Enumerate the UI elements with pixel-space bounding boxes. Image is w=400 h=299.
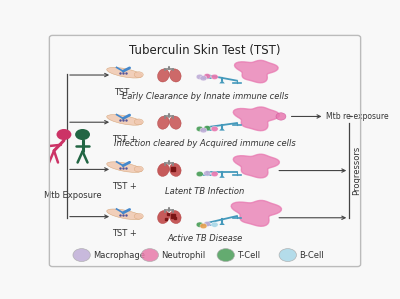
Ellipse shape: [107, 209, 142, 219]
Circle shape: [200, 223, 207, 229]
Circle shape: [217, 248, 234, 262]
Ellipse shape: [170, 163, 181, 176]
Polygon shape: [219, 80, 225, 83]
Circle shape: [196, 126, 203, 132]
Circle shape: [73, 248, 90, 262]
Text: TST -: TST -: [114, 88, 135, 97]
Ellipse shape: [134, 213, 143, 219]
Circle shape: [204, 221, 211, 227]
Ellipse shape: [158, 210, 169, 224]
Ellipse shape: [158, 116, 169, 129]
Polygon shape: [231, 200, 282, 226]
Circle shape: [56, 129, 71, 140]
Text: Active TB Disease: Active TB Disease: [167, 234, 243, 243]
Text: Progressors: Progressors: [352, 146, 361, 195]
Circle shape: [276, 113, 286, 120]
Text: TST +: TST +: [112, 135, 137, 144]
Ellipse shape: [107, 115, 142, 125]
Polygon shape: [233, 154, 279, 178]
Circle shape: [196, 171, 203, 177]
Ellipse shape: [170, 210, 181, 224]
Ellipse shape: [134, 119, 143, 125]
Text: Latent TB Infection: Latent TB Infection: [165, 187, 245, 196]
Text: TST +: TST +: [112, 229, 137, 238]
Ellipse shape: [107, 67, 142, 78]
Circle shape: [196, 74, 203, 80]
Text: B-Cell: B-Cell: [299, 251, 324, 260]
Circle shape: [75, 129, 90, 140]
Text: Infection cleared by Acquired immune cells: Infection cleared by Acquired immune cel…: [114, 139, 296, 149]
Circle shape: [200, 76, 207, 81]
Circle shape: [204, 74, 211, 79]
Circle shape: [196, 222, 203, 227]
Polygon shape: [234, 60, 278, 83]
Ellipse shape: [158, 163, 169, 176]
Text: Neutrophil: Neutrophil: [161, 251, 205, 260]
Text: Macrophage: Macrophage: [93, 251, 145, 260]
Circle shape: [204, 126, 211, 131]
Text: Mtb re-exposure: Mtb re-exposure: [326, 112, 388, 121]
Text: T-Cell: T-Cell: [237, 251, 260, 260]
Polygon shape: [219, 127, 225, 131]
Circle shape: [211, 171, 218, 177]
Circle shape: [141, 248, 158, 262]
Polygon shape: [219, 175, 225, 178]
Text: Mtb Exposure: Mtb Exposure: [44, 191, 102, 200]
Circle shape: [211, 222, 218, 227]
Circle shape: [211, 74, 218, 80]
Ellipse shape: [170, 69, 181, 82]
Polygon shape: [233, 107, 279, 131]
Text: TST +: TST +: [112, 182, 137, 191]
Ellipse shape: [158, 69, 169, 82]
Text: Early Clearance by Innate immune cells: Early Clearance by Innate immune cells: [122, 92, 288, 101]
Ellipse shape: [107, 162, 142, 173]
Ellipse shape: [134, 72, 143, 77]
Polygon shape: [219, 222, 225, 225]
Circle shape: [200, 128, 207, 133]
Ellipse shape: [170, 116, 181, 129]
Text: Tuberculin Skin Test (TST): Tuberculin Skin Test (TST): [129, 44, 281, 57]
Circle shape: [211, 126, 218, 132]
Ellipse shape: [134, 166, 143, 172]
Circle shape: [204, 171, 211, 176]
Circle shape: [279, 248, 296, 262]
